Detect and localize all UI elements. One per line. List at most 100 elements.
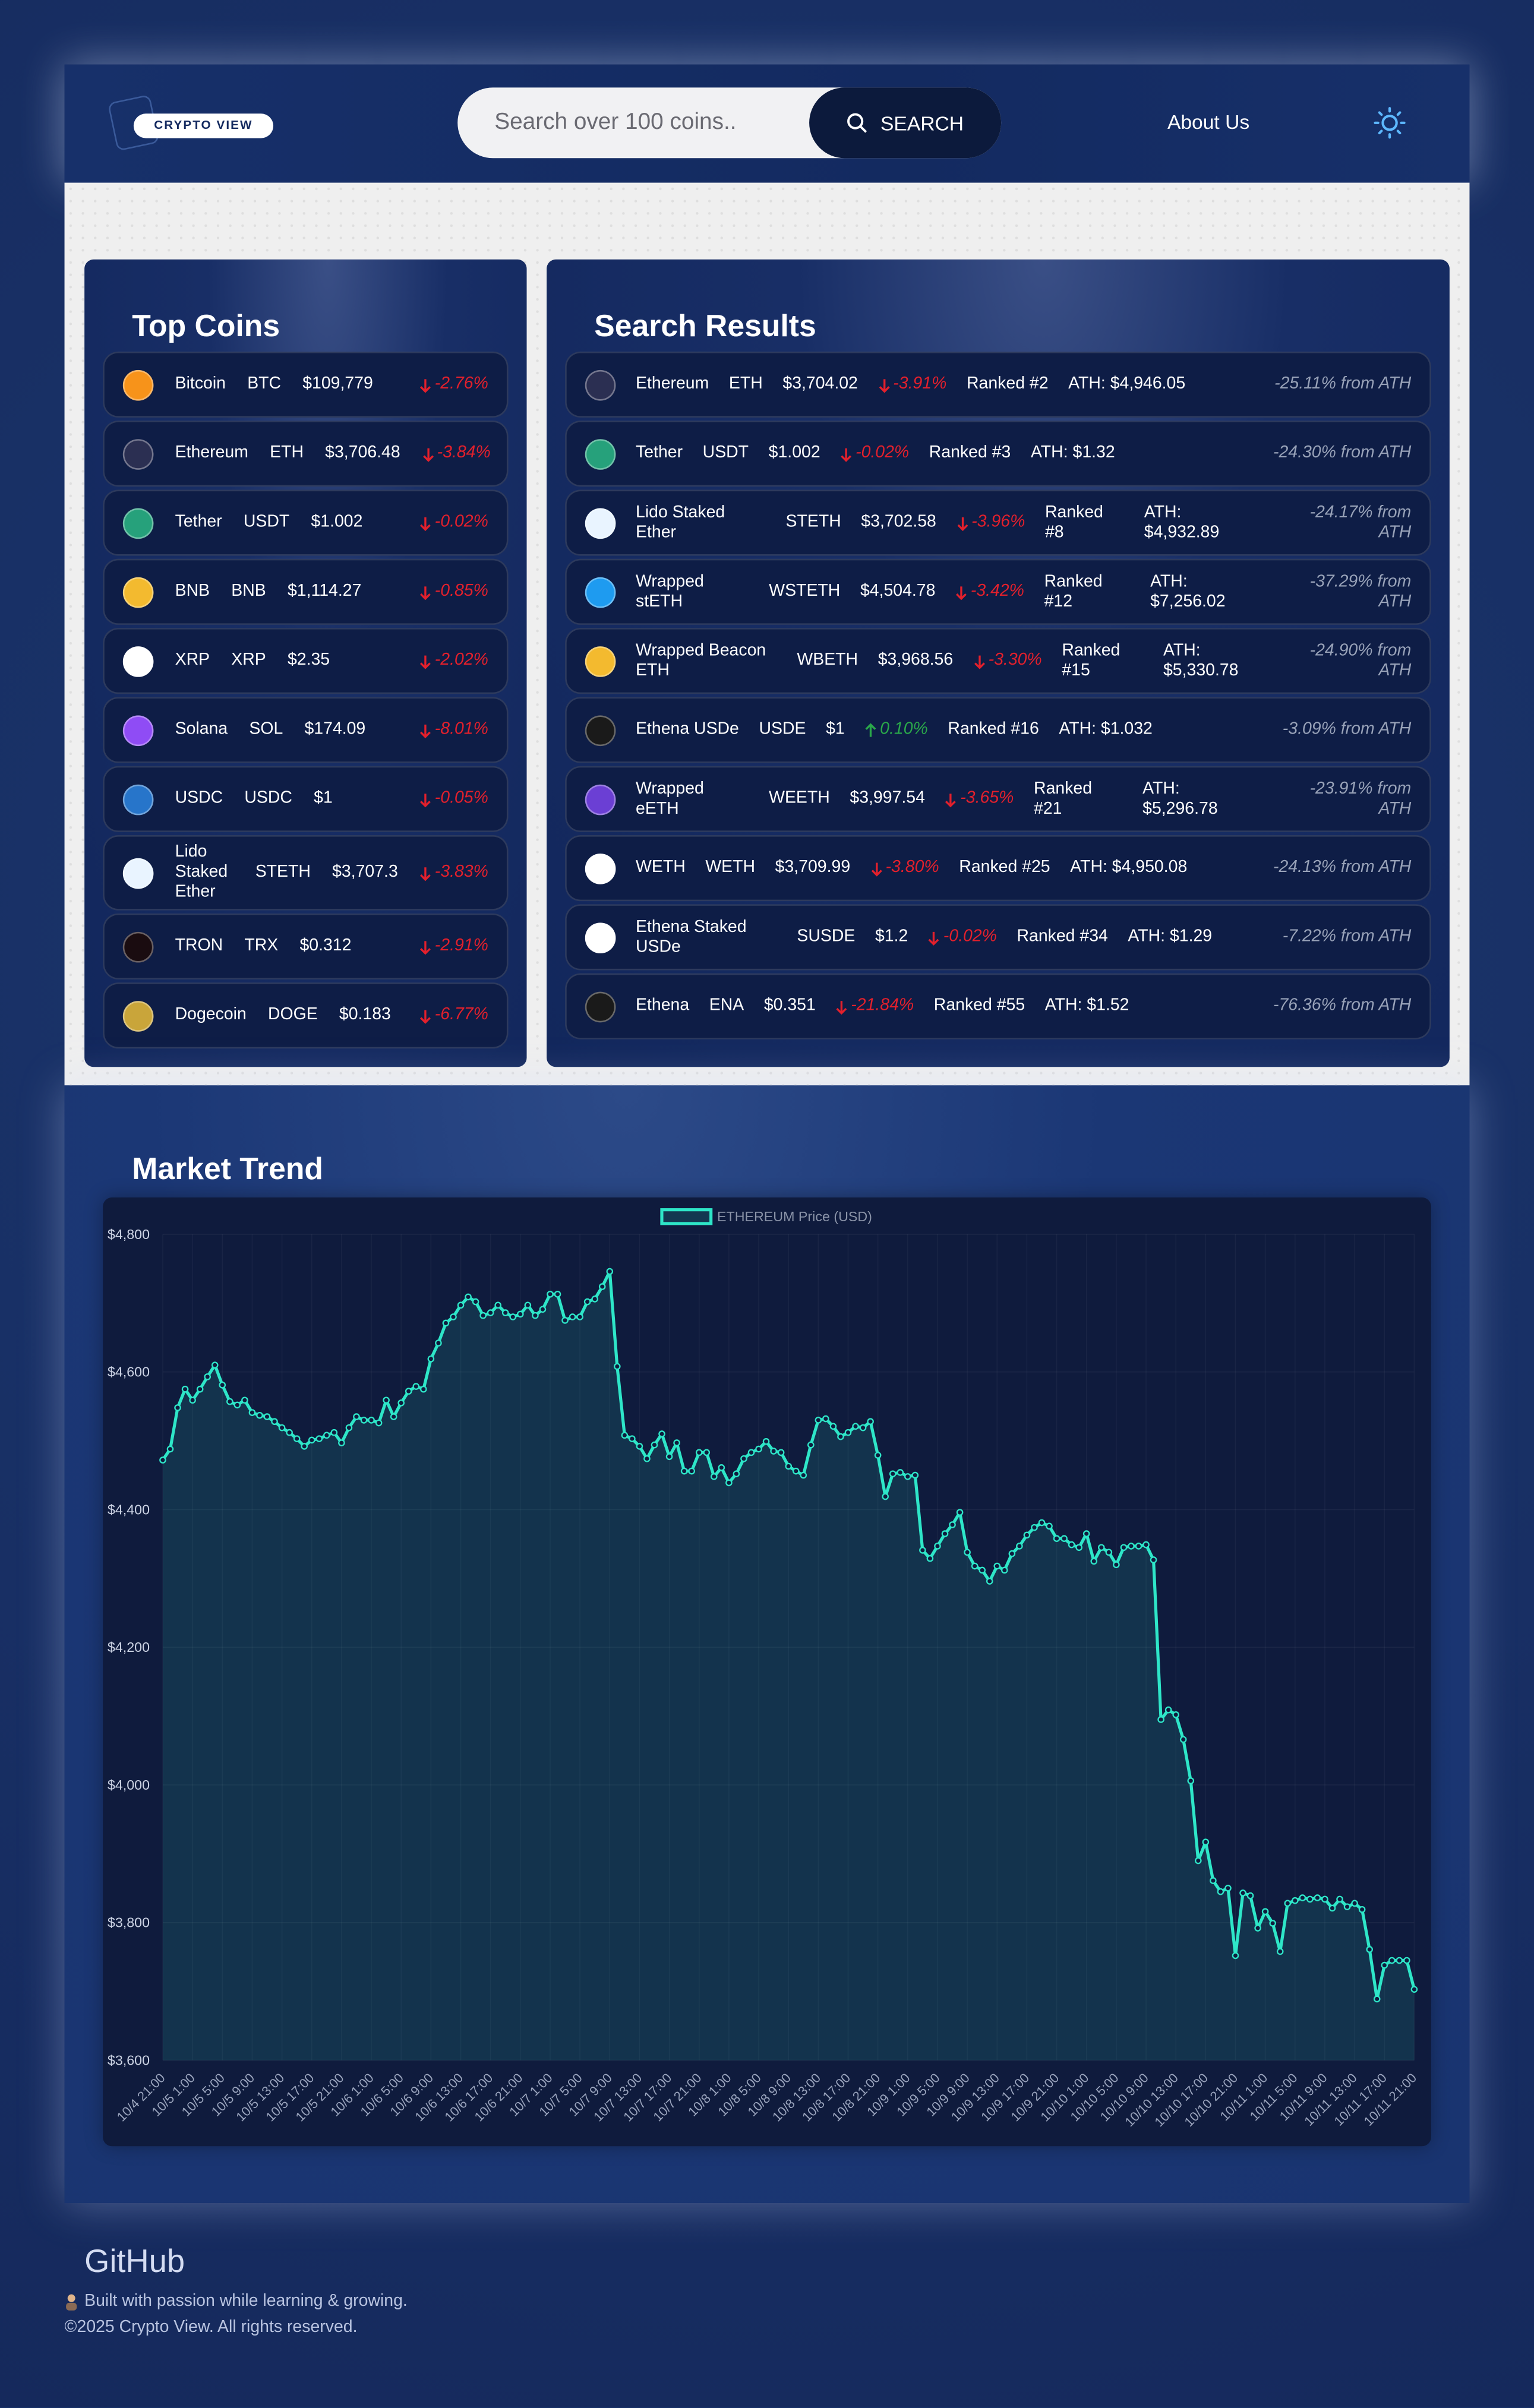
line-point xyxy=(852,1423,859,1430)
search-results-list: Ethereum ETH $3,704.02 -3.91% Ranked #2 ATH: … xyxy=(565,351,1431,1039)
coin-price: $0.312 xyxy=(299,936,352,955)
change-arrow xyxy=(420,378,431,393)
coin-name: WETH xyxy=(636,858,686,877)
line-point xyxy=(1023,1531,1031,1539)
coin-icon xyxy=(122,783,154,815)
line-point xyxy=(457,1301,465,1309)
coin-icon xyxy=(122,715,154,745)
nav-link[interactable]: About Us xyxy=(1167,110,1250,134)
coin-symbol: ETH xyxy=(728,374,763,393)
search-button[interactable]: SEARCH xyxy=(809,87,1002,159)
line-point xyxy=(256,1411,263,1419)
coin-icon xyxy=(585,852,616,884)
github-link[interactable]: GitHub xyxy=(84,2244,185,2280)
price-change-value: -3.96% xyxy=(971,513,1025,532)
line-point xyxy=(1321,1895,1328,1903)
coin-symbol: WETH xyxy=(705,858,756,877)
line-point xyxy=(680,1467,688,1475)
coin-symbol: USDT xyxy=(243,513,290,532)
change-arrow xyxy=(957,516,968,530)
line-point xyxy=(1246,1892,1254,1900)
price-change: -3.84% xyxy=(422,444,491,464)
coin-symbol: USDE xyxy=(759,720,806,739)
change-arrow xyxy=(420,516,431,530)
line-point xyxy=(1343,1903,1351,1910)
coin-symbol: WSTETH xyxy=(769,582,841,601)
coin-icon xyxy=(585,645,616,677)
from-ath: -24.17% from ATH xyxy=(1309,503,1412,542)
line-point xyxy=(345,1424,353,1431)
line-point xyxy=(323,1431,330,1439)
line-point xyxy=(1000,1566,1008,1574)
coin-ath: ATH: $1.29 xyxy=(1128,927,1213,946)
price-change-value: -0.05% xyxy=(434,789,488,808)
line-point xyxy=(949,1521,956,1528)
line-point xyxy=(524,1301,532,1309)
coin-name: Ethereum xyxy=(636,374,709,393)
change-arrow xyxy=(420,867,431,881)
line-point xyxy=(1403,1957,1410,1964)
y-tick-label: $4,600 xyxy=(108,1364,150,1380)
y-tick-label: $4,800 xyxy=(108,1227,150,1242)
line-point xyxy=(353,1413,360,1420)
line-point xyxy=(777,1449,785,1456)
line-point xyxy=(703,1449,711,1456)
coin-icon xyxy=(585,715,616,745)
coin-symbol: USDT xyxy=(702,443,749,462)
coin-icon xyxy=(585,576,616,608)
coin-name: Wrapped eETH xyxy=(636,779,704,818)
line-point xyxy=(360,1417,368,1424)
from-ath: -7.22% from ATH xyxy=(1282,927,1412,946)
line-point xyxy=(301,1443,308,1450)
coin-price: $1,114.27 xyxy=(287,582,362,601)
line-point xyxy=(1358,1905,1366,1913)
line-point xyxy=(762,1437,770,1445)
line-point xyxy=(897,1469,904,1476)
line-point xyxy=(695,1449,703,1456)
line-point xyxy=(919,1547,926,1554)
line-point xyxy=(1068,1541,1075,1549)
price-change: -3.91% xyxy=(878,375,946,395)
line-point xyxy=(1388,1957,1396,1964)
coin-symbol: SOL xyxy=(249,720,283,739)
line-point xyxy=(606,1268,614,1275)
line-point xyxy=(569,1313,576,1320)
from-ath: -24.90% from ATH xyxy=(1309,641,1412,680)
logo[interactable]: CRYPTO VIEW xyxy=(133,113,274,138)
change-arrow xyxy=(420,655,431,669)
line-point xyxy=(867,1418,874,1426)
line-point xyxy=(889,1470,897,1478)
line-point xyxy=(591,1295,599,1303)
coin-symbol: ENA xyxy=(709,996,744,1015)
line-point xyxy=(554,1291,561,1298)
change-arrow xyxy=(871,862,882,876)
result-row: WETH WETH $3,709.99 -3.80% Ranked #25 ATH: $4… xyxy=(565,835,1431,902)
line-point xyxy=(1217,1888,1224,1895)
coin-icon xyxy=(585,922,616,953)
line-point xyxy=(1038,1519,1046,1527)
line-point xyxy=(442,1319,450,1327)
copyright: ©2025 Crypto View. All rights reserved. xyxy=(64,2318,358,2337)
coin-icon xyxy=(122,645,154,677)
from-ath: -37.29% from ATH xyxy=(1309,571,1412,611)
panel-title: Search Results xyxy=(594,310,816,344)
theme-toggle[interactable] xyxy=(1373,106,1407,140)
header: CRYPTO VIEW Search over 100 coins.. SEAR… xyxy=(64,64,1470,183)
price-change: -2.76% xyxy=(419,375,488,395)
line-point xyxy=(159,1456,166,1464)
coin-price: $3,706.48 xyxy=(325,443,400,462)
coin-symbol: STETH xyxy=(255,862,311,881)
line-point xyxy=(658,1430,665,1437)
coin-price: $0.351 xyxy=(763,996,816,1015)
line-point xyxy=(636,1443,643,1450)
line-point xyxy=(286,1429,293,1436)
line-point xyxy=(688,1467,696,1475)
line-point xyxy=(583,1298,591,1306)
line-point xyxy=(226,1398,233,1405)
line-point xyxy=(1306,1895,1314,1903)
line-point xyxy=(725,1479,733,1487)
line-point xyxy=(1314,1894,1321,1901)
line-point xyxy=(747,1449,755,1456)
price-change: -2.91% xyxy=(419,937,488,957)
line-point xyxy=(1232,1952,1239,1960)
